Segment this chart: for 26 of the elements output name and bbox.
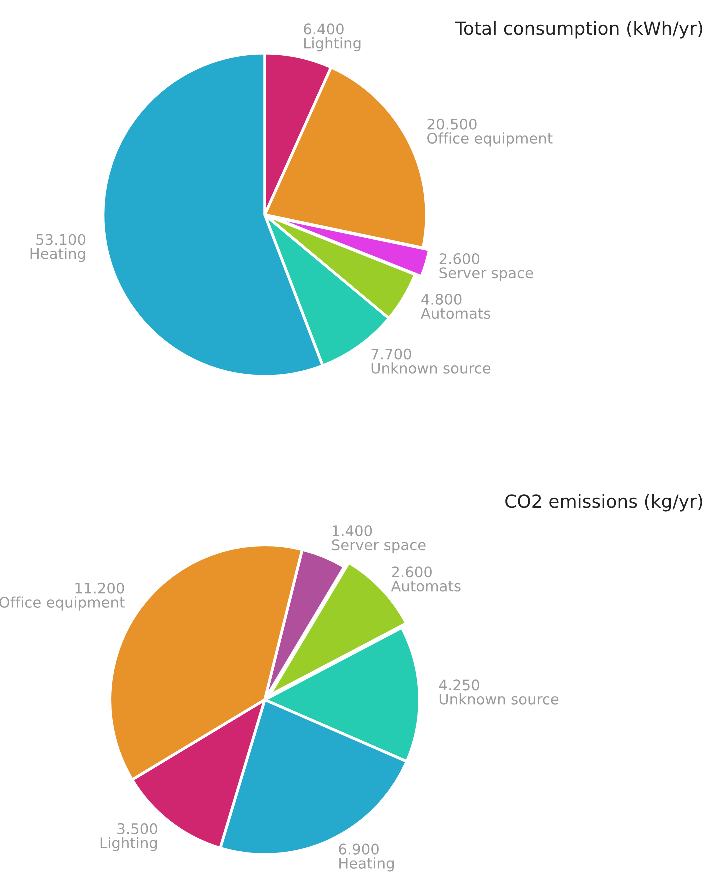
chart-title: Total consumption (kWh/yr) bbox=[455, 21, 702, 39]
slice-label: Unknown source bbox=[440, 694, 559, 705]
data-label: 1.400 bbox=[332, 526, 372, 537]
slice-label: Server space bbox=[440, 268, 534, 282]
data-label: 6.900 bbox=[339, 844, 379, 855]
data-label: 6.400 bbox=[304, 24, 344, 35]
slice-label: Unknown source bbox=[372, 362, 491, 374]
data-label: 11.200 bbox=[76, 582, 124, 594]
data-label: 2.600 bbox=[440, 253, 480, 264]
data-label: 3.500 bbox=[118, 823, 158, 834]
slice-label: Office equipment bbox=[0, 596, 125, 611]
text: CO2 emissions (kg/yr) bbox=[506, 494, 702, 512]
data-label: 4.800 bbox=[422, 294, 462, 305]
slice-label: Automats bbox=[391, 580, 461, 592]
slice-label: Lighting bbox=[304, 38, 361, 52]
slice-label: Heating bbox=[340, 858, 394, 872]
data-label: 20.500 bbox=[428, 118, 477, 130]
slice-label: Office equipment bbox=[428, 132, 553, 147]
data-label: 53.100 bbox=[36, 234, 86, 246]
slice-label: Automats bbox=[421, 308, 491, 320]
slice-label: Server space bbox=[332, 540, 426, 554]
slice-label: Lighting bbox=[100, 837, 158, 852]
data-label: 7.700 bbox=[372, 348, 412, 360]
data-label: 2.600 bbox=[392, 566, 432, 578]
data-label: 4.250 bbox=[439, 680, 480, 691]
slice-label: Heating bbox=[30, 248, 86, 262]
